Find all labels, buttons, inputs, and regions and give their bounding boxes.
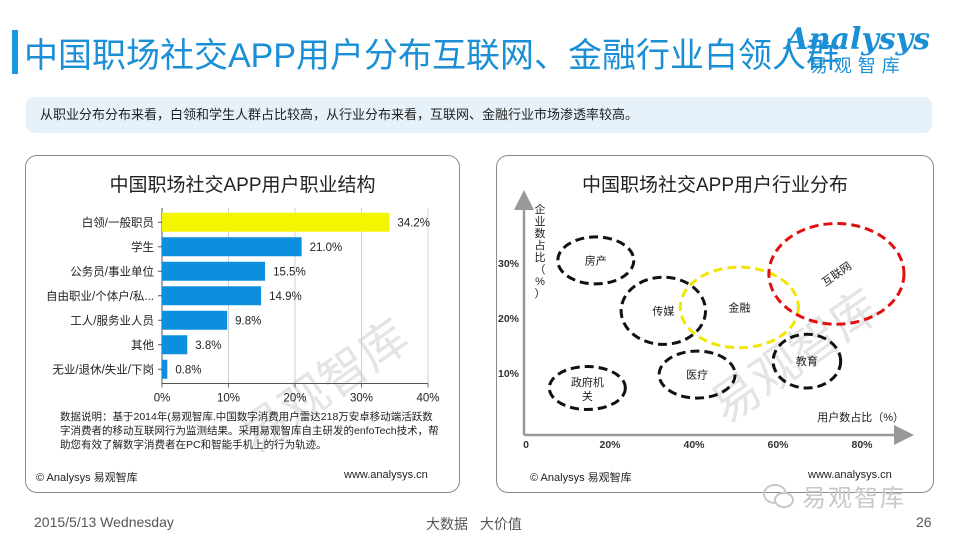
bubble-3 <box>767 222 906 326</box>
bubble-0 <box>556 235 636 286</box>
footer-slogan: 大数据 大价值 <box>426 516 522 532</box>
bar-x-tick-label: 40% <box>416 393 439 405</box>
wechat-icon <box>763 483 794 508</box>
bar-5 <box>162 335 188 355</box>
bubble-6 <box>771 332 843 390</box>
bar-value-label: 14.9% <box>269 291 302 303</box>
bar-category-label: 自由职业/个体户/私... <box>46 289 154 303</box>
wechat-label: 易观智库 <box>802 485 906 512</box>
industry-chart-title: 中国职场社交APP用户行业分布 <box>581 175 849 196</box>
logo-chinese: 易观智库 <box>809 56 906 76</box>
bar-category-label: 无业/退休/失业/下岗 <box>52 363 154 376</box>
bar-0 <box>162 212 390 232</box>
right-copyright: © Analysys 易观智库 <box>530 472 632 484</box>
bubble-2 <box>678 265 800 350</box>
left-copyright: © Analysys 易观智库 <box>36 472 138 484</box>
bubble-y-tick-label: 10% <box>498 368 520 380</box>
bar-value-label: 34.2% <box>397 217 430 229</box>
bubble-4 <box>547 365 627 411</box>
wechat-watermark: 易观智库 <box>762 478 906 513</box>
occupation-chart-panel: 中国职场社交APP用户职业结构 <box>25 155 460 493</box>
page-title: 中国职场社交APP用户分布互联网、金融行业白领人群 <box>24 37 841 75</box>
bar-x-tick-label: 0% <box>154 393 171 405</box>
left-site-link[interactable]: www.analysys.cn <box>344 469 428 481</box>
bubble-label: 政府机关 <box>571 375 604 403</box>
occupation-bar-chart: 易观智库 0% 10% 20% 30% 40%白领/一般职员 34.2%学生 21.0%公务… <box>46 208 440 464</box>
footer-date: 2015/5/13 Wednesday <box>34 514 174 530</box>
bar-6 <box>162 359 168 379</box>
bubble-x-tick-label: 80% <box>851 439 873 451</box>
bubble-x-tick-label: 0 <box>523 439 529 451</box>
bar-category-label: 公务员/事业单位 <box>70 264 154 278</box>
bubble-label: 房产 <box>585 253 607 267</box>
bar-3 <box>162 286 262 306</box>
bubble-y-axis-label: 企业数占比（%） <box>535 202 546 300</box>
summary-box: 从职业分布分布来看，白领和学生人群占比较高，从行业分布来看，互联网、金融行业市场… <box>26 97 932 133</box>
bubble-x-tick-label: 40% <box>683 439 705 451</box>
bubble-label: 医疗 <box>686 368 708 382</box>
data-note: 数据说明：基于2014年(易观智库.中国数字消费用户雷达218万安卓移动端活跃数… <box>60 411 439 451</box>
bar-x-tick-label: 30% <box>350 393 373 405</box>
bar-x-tick-label: 10% <box>217 393 240 405</box>
bubble-x-tick-label: 20% <box>599 439 621 451</box>
bubble-x-tick-label: 60% <box>767 439 789 451</box>
industry-chart-panel: 中国职场社交APP用户行业分布 <box>496 155 934 493</box>
bar-category-label: 学生 <box>131 240 154 254</box>
bar-2 <box>162 261 266 281</box>
bar-1 <box>162 237 302 257</box>
occupation-chart-title: 中国职场社交APP用户职业结构 <box>109 175 376 196</box>
bar-value-label: 15.5% <box>273 266 306 278</box>
page-number: 26 <box>916 514 932 530</box>
bubble-label: 互联网 <box>819 259 853 289</box>
bar-value-label: 9.8% <box>235 315 261 327</box>
bar-category-label: 其他 <box>131 339 154 352</box>
right-site-link[interactable]: www.analysys.cn <box>808 469 892 481</box>
bubble-y-tick-label: 20% <box>498 313 520 325</box>
bar-x-tick-label: 20% <box>283 393 306 405</box>
bar-category-label: 白领/一般职员 <box>82 215 154 229</box>
industry-bubble-chart: 易观智库 0 20% 40% 60% 80%10%20%30%用户数占比（%）企业数占比… <box>498 190 914 451</box>
title-accent-bar <box>12 30 18 74</box>
bar-4 <box>162 310 228 330</box>
analysys-logo: Analysys 易观智库 <box>785 22 930 77</box>
bubble-x-axis-label: 用户数占比（%） <box>817 410 904 424</box>
bubble-1 <box>619 275 708 346</box>
bubble-label: 传媒 <box>652 305 674 318</box>
bubble-label: 教育 <box>796 354 818 368</box>
bubble-y-tick-label: 30% <box>498 258 520 270</box>
bar-category-label: 工人/服务业人员 <box>70 313 154 327</box>
bar-value-label: 21.0% <box>310 242 343 254</box>
bar-value-label: 3.8% <box>195 340 221 352</box>
bubble-label: 金融 <box>728 300 750 314</box>
bar-value-label: 0.8% <box>175 364 201 376</box>
logo-english: Analysys <box>785 22 930 57</box>
